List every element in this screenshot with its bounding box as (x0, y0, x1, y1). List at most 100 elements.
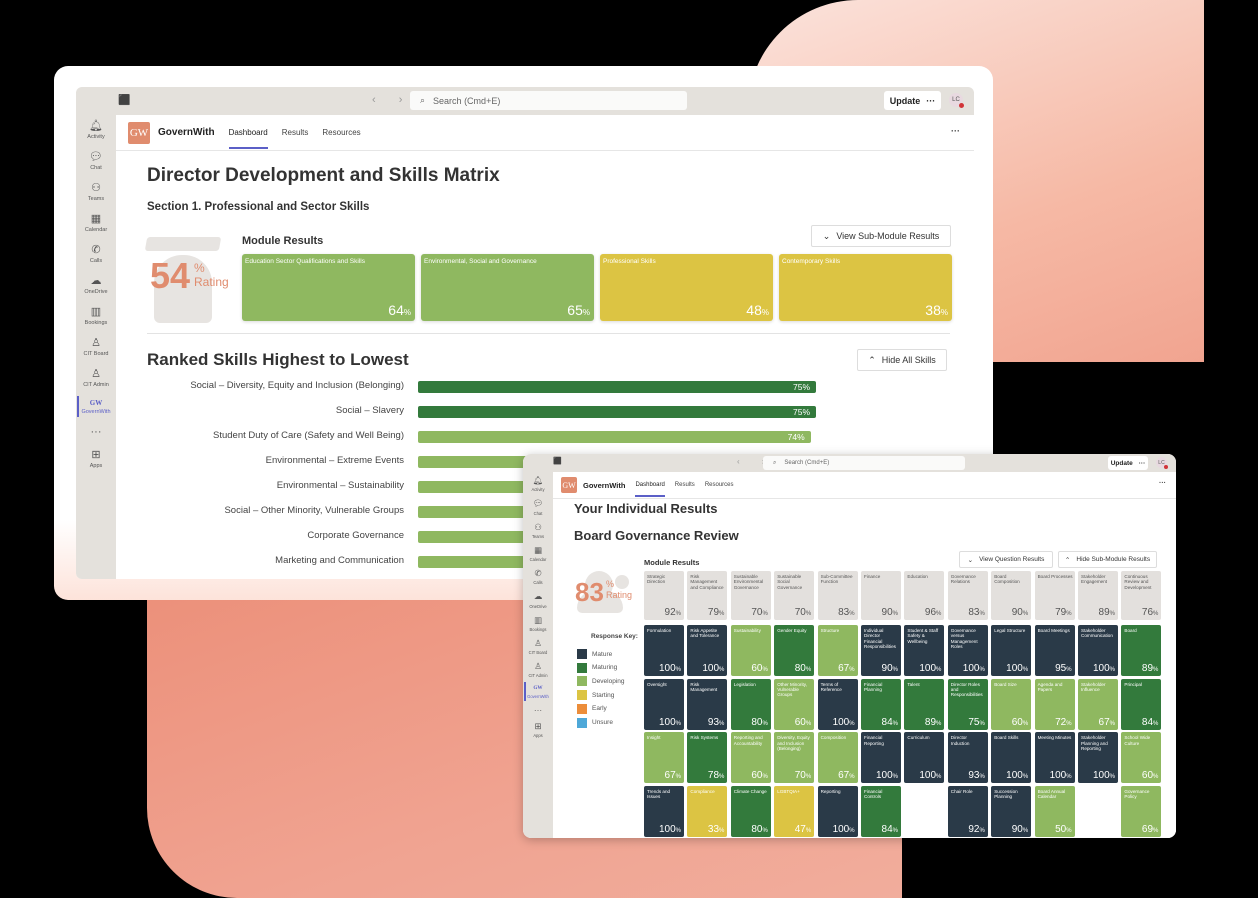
tab-results[interactable]: Results (281, 128, 309, 137)
sub-module-tile[interactable]: Formulation 100% (644, 625, 684, 676)
rail-item-governwith[interactable]: GW GovernWith (76, 396, 116, 417)
sub-module-tile[interactable]: Financial Controls 84% (861, 786, 901, 838)
sub-module-tile[interactable]: Sustainability 60% (730, 625, 771, 676)
sub-module-tile[interactable]: Risk Management 93% (687, 678, 728, 730)
module-card[interactable]: Education Sector Qualifications and Skil… (242, 254, 415, 321)
sub-module-tile[interactable]: Board Size 60% (991, 678, 1032, 730)
module-tile[interactable]: Continuous Review and Development 76% (1121, 571, 1162, 620)
rail-item-calls[interactable]: ✆ Calls (89, 244, 103, 265)
nav-arrows[interactable]: ‹ › (372, 94, 413, 106)
hide-sub-module-results-button[interactable]: ⌃ Hide Sub-Module Results (1058, 551, 1157, 568)
avatar[interactable]: LC (1156, 457, 1168, 469)
sub-module-tile[interactable]: Student & Staff Safety & Wellbeing 100% (904, 625, 945, 676)
sub-module-tile[interactable]: School Wide Culture 60% (1121, 732, 1162, 784)
sub-module-tile[interactable]: Stakeholder Communication 100% (1078, 625, 1118, 676)
sub-module-tile[interactable]: Governance versus Management Roles 100% (947, 625, 988, 676)
tab-results[interactable]: Results (674, 482, 695, 488)
update-button[interactable]: Update ··· (1108, 456, 1148, 470)
rail-item-cit-admin[interactable]: ♙ CIT Admin (528, 662, 548, 679)
rail-item-calls[interactable]: ✆ Calls (533, 569, 543, 586)
module-tile[interactable]: Sustainable Social Governance 70% (774, 571, 815, 620)
module-tile[interactable]: Sub-Committee Function 83% (817, 571, 858, 620)
sub-module-tile[interactable]: Governance Policy 69% (1121, 786, 1162, 838)
view-question-results-button[interactable]: ⌄ View Question Results (959, 551, 1053, 568)
search-input[interactable]: ⌕ Search (Cmd+E) (763, 456, 965, 470)
sub-module-tile[interactable]: Board 89% (1121, 625, 1162, 676)
tab-resources[interactable]: Resources (704, 482, 734, 488)
avatar[interactable]: LC (949, 93, 964, 108)
sub-module-tile[interactable]: Oversight 100% (644, 678, 684, 730)
module-tile[interactable]: Sustainable Environmental Governance 70% (730, 571, 771, 620)
sub-module-tile[interactable]: Trends and Issues 100% (644, 786, 684, 838)
sub-module-tile[interactable]: Gender Equity 80% (774, 625, 815, 676)
sub-module-tile[interactable]: Board Meetings 95% (1034, 625, 1075, 676)
sub-module-tile[interactable]: Director Roles and Responsibilities 75% (947, 678, 988, 730)
sub-module-tile[interactable]: Talent 89% (904, 678, 945, 730)
module-tile[interactable]: Education 96% (904, 571, 945, 620)
module-tile[interactable]: Stakeholder Engagement 89% (1078, 571, 1118, 620)
module-tile[interactable]: Strategic Direction 92% (644, 571, 684, 620)
sub-module-tile[interactable]: Curriculum 100% (904, 732, 945, 784)
sub-module-tile[interactable]: Individual Director Financial Responsibi… (861, 625, 901, 676)
sub-module-tile[interactable]: Structure 67% (817, 625, 858, 676)
module-tile[interactable]: Finance 90% (861, 571, 901, 620)
hide-all-skills-button[interactable]: ⌃ Hide All Skills (857, 349, 947, 371)
rail-item-teams[interactable]: ⚇ Teams (87, 182, 105, 203)
rail-item-activity[interactable]: 🔔︎ Activity (87, 120, 105, 141)
sub-module-tile[interactable]: Diversity, Equity and Inclusion (Belongi… (774, 732, 815, 784)
sub-module-tile[interactable]: Financial Reporting 100% (861, 732, 901, 784)
rail-item-more[interactable]: ··· (76, 427, 116, 438)
sub-module-tile[interactable]: Financial Planning 84% (861, 678, 901, 730)
sub-module-tile[interactable]: Legislation 80% (730, 678, 771, 730)
sub-module-tile[interactable]: Board Skills 100% (991, 732, 1032, 784)
sub-module-tile[interactable]: Agenda and Papers 72% (1034, 678, 1075, 730)
rail-item-cit-board[interactable]: ♙ CIT Board (83, 337, 109, 358)
rail-item-calendar[interactable]: ▦ Calendar (529, 545, 547, 562)
sub-module-tile[interactable]: Risk Appetite and Tolerance 100% (687, 625, 728, 676)
module-tile[interactable]: Board Processes 79% (1034, 571, 1075, 620)
sub-module-tile[interactable]: Composition 67% (817, 732, 858, 784)
rail-item-onedrive[interactable]: ☁ OneDrive (529, 592, 547, 609)
sub-module-tile[interactable]: Succession Planning 90% (991, 786, 1032, 838)
rail-item-governwith[interactable]: GW GovernWith (523, 682, 553, 701)
sub-module-tile[interactable]: Principal 84% (1121, 678, 1162, 730)
sub-module-tile[interactable]: Director Induction 93% (947, 732, 988, 784)
rail-item-more[interactable]: ··· (523, 706, 553, 715)
sub-module-tile[interactable]: Meeting Minutes 100% (1034, 732, 1075, 784)
sub-module-tile[interactable]: Other Minority, Vulnerable Groups 60% (774, 678, 815, 730)
sub-module-tile[interactable]: Stakeholder Influence 67% (1078, 678, 1118, 730)
module-card[interactable]: Contemporary Skills 38% (779, 254, 952, 321)
module-tile[interactable]: Board Composition 90% (991, 571, 1032, 620)
rail-item-teams[interactable]: ⚇ Teams (531, 522, 545, 539)
rail-item-chat[interactable]: 💬︎ Chat (532, 499, 544, 516)
rail-item-cit-board[interactable]: ♙ CIT Board (528, 638, 548, 655)
sub-module-tile[interactable]: Terms of Reference 100% (817, 678, 858, 730)
rail-item-bookings[interactable]: ▥ Bookings (84, 306, 108, 327)
rail-item-apps[interactable]: ⊞ Apps (89, 449, 103, 470)
tab-dashboard[interactable]: Dashboard (635, 482, 666, 497)
rail-item-activity[interactable]: 🔔︎ Activity (531, 476, 545, 493)
module-tile[interactable]: Governance Relations 83% (947, 571, 988, 620)
app-more-button[interactable]: ··· (1159, 480, 1166, 487)
sub-module-tile[interactable]: Risk Systems 78% (687, 732, 728, 784)
update-button[interactable]: Update ··· (884, 91, 941, 110)
module-card[interactable]: Professional Skills 48% (600, 254, 773, 321)
rail-item-cit-admin[interactable]: ♙ CIT Admin (83, 368, 109, 389)
sub-module-tile[interactable]: Insight 67% (644, 732, 684, 784)
nav-arrows[interactable]: ‹ › (737, 457, 775, 466)
sub-module-tile[interactable]: Chair Role 92% (947, 786, 988, 838)
rail-item-calendar[interactable]: ▦ Calendar (84, 213, 108, 234)
sub-module-tile[interactable]: Legal Structure 100% (991, 625, 1032, 676)
sub-module-tile[interactable]: Reporting 100% (817, 786, 858, 838)
search-input[interactable]: ⌕ Search (Cmd+E) (410, 91, 687, 110)
sub-module-tile[interactable]: LGBTQIA+ 47% (774, 786, 815, 838)
module-tile[interactable]: Risk Management and Compliance 79% (687, 571, 728, 620)
sub-module-tile[interactable]: Stakeholder Planning and Reporting 100% (1078, 732, 1118, 784)
app-more-button[interactable]: ··· (951, 126, 960, 136)
tab-resources[interactable]: Resources (322, 128, 361, 137)
sub-module-tile[interactable]: Board Annual Calendar 50% (1034, 786, 1075, 838)
tab-dashboard[interactable]: Dashboard (228, 128, 268, 149)
rail-item-chat[interactable]: 💬︎ Chat (89, 151, 103, 172)
view-sub-module-results-button[interactable]: ⌄ View Sub-Module Results (811, 225, 951, 247)
sub-module-tile[interactable]: Compliance 33% (687, 786, 728, 838)
